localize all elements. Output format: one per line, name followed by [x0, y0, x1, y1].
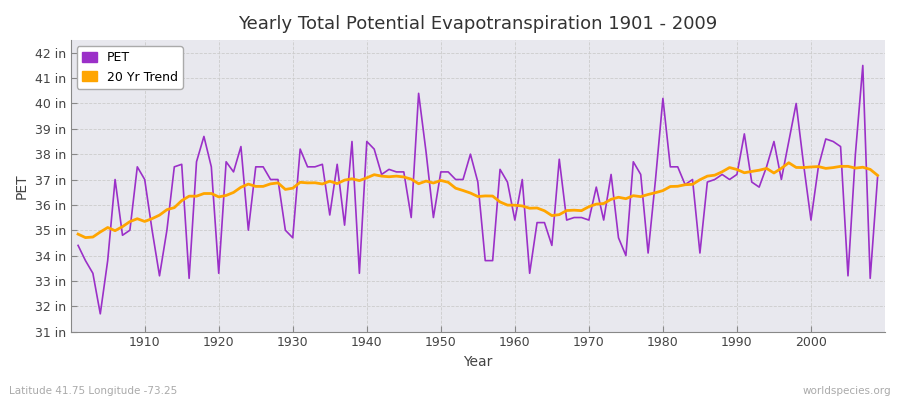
Legend: PET, 20 Yr Trend: PET, 20 Yr Trend — [76, 46, 183, 89]
X-axis label: Year: Year — [464, 355, 492, 369]
Y-axis label: PET: PET — [15, 173, 29, 199]
Text: worldspecies.org: worldspecies.org — [803, 386, 891, 396]
Text: Latitude 41.75 Longitude -73.25: Latitude 41.75 Longitude -73.25 — [9, 386, 177, 396]
Title: Yearly Total Potential Evapotranspiration 1901 - 2009: Yearly Total Potential Evapotranspiratio… — [238, 15, 717, 33]
